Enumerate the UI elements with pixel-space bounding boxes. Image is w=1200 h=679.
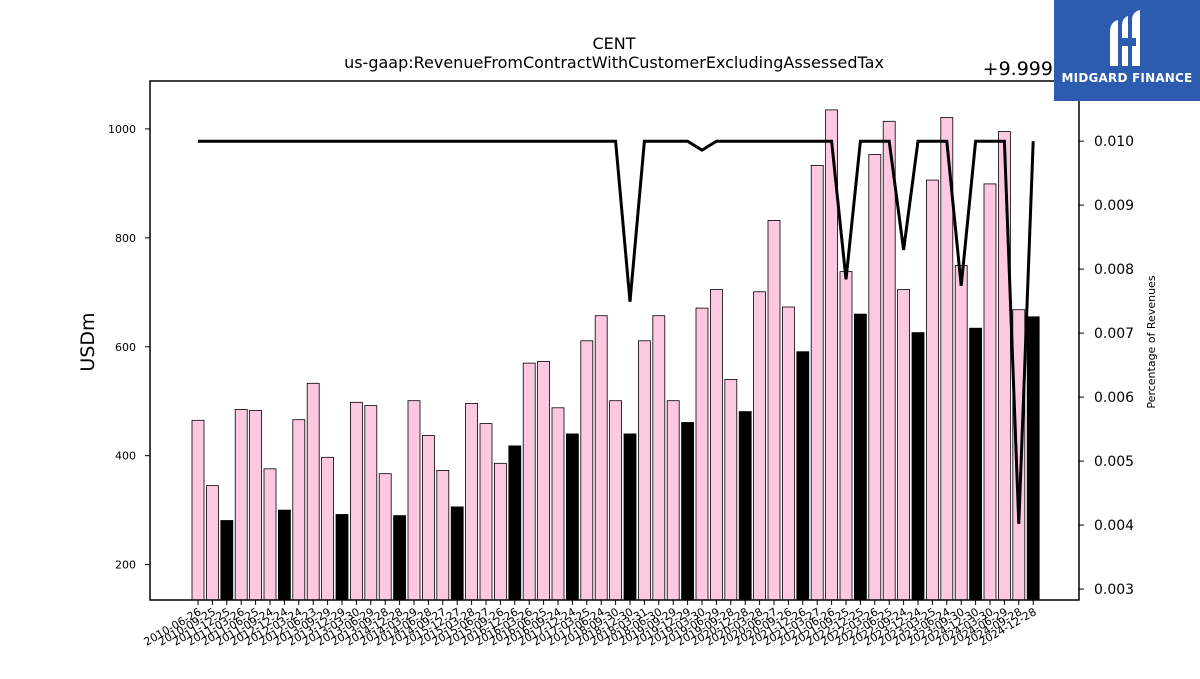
annual-bar (854, 313, 867, 601)
quarter-bar (753, 291, 766, 601)
quarter-bar (810, 164, 824, 601)
y2-tick-label: 0.004 (1094, 518, 1134, 534)
annual-bar (277, 509, 291, 601)
quarter-bar (695, 307, 709, 601)
quarter-bar (537, 361, 550, 601)
quarter-bar (710, 289, 723, 601)
annual-bar (623, 433, 637, 601)
quarter-bar (263, 468, 277, 601)
y-tick-label: 800 (115, 232, 136, 245)
left-axis: 200 400 600 800 1000 (108, 123, 150, 572)
quarter-bar (321, 456, 335, 601)
chart-subtitle: us-gaap:RevenueFromContractWithCustomerE… (344, 53, 884, 72)
quarter-bar (479, 423, 493, 601)
y-tick-label: 400 (115, 450, 136, 463)
y2-tick-label: 0.010 (1094, 134, 1134, 150)
quarter-bar (666, 400, 680, 601)
quarter-bar (465, 402, 479, 601)
ratio-line (198, 139, 1035, 524)
y-axis-label: USDm (77, 312, 99, 371)
ratio-line-group (198, 139, 1035, 524)
quarter-bar (421, 435, 435, 601)
y-tick-label: 600 (115, 341, 136, 354)
quarter-bar (926, 179, 939, 601)
annual-bar (450, 506, 464, 601)
annual-bar (508, 445, 522, 601)
brand-name: MIDGARD FINANCE (1061, 71, 1193, 85)
quarter-bar (652, 315, 666, 601)
quarter-bar (349, 401, 363, 601)
annual-bar (969, 327, 982, 601)
annual-bar (796, 351, 810, 601)
y2-tick-label: 0.008 (1094, 262, 1134, 278)
annual-bar (393, 515, 407, 601)
quarter-bar (983, 183, 997, 601)
y2-offset-label: +9.999 (983, 58, 1053, 80)
quarter-bar (767, 219, 781, 601)
quarter-bar (249, 410, 263, 601)
quarter-bar (378, 473, 392, 601)
quarter-bar (839, 271, 853, 601)
quarter-bar (436, 469, 450, 601)
quarter-bar (407, 400, 421, 601)
quarter-bar (306, 382, 320, 601)
quarter-bar (882, 120, 896, 601)
right-axis: 0.003 0.004 0.005 0.006 0.007 0.008 0.009 0.010 (1079, 134, 1134, 598)
quarter-bar (292, 419, 306, 601)
y2-axis-label: Percentage of Revenues (1145, 275, 1158, 408)
quarter-bar (205, 485, 219, 601)
quarter-bar (638, 340, 651, 601)
quarter-bar (234, 408, 248, 601)
x-axis: 2010-06-262010-09-252011-12-252011-03-26… (142, 600, 1039, 649)
quarter-bar (594, 315, 608, 601)
midgard-logo-icon (1110, 10, 1140, 66)
y-tick-label: 200 (115, 559, 136, 572)
quarter-bar (998, 131, 1011, 601)
annual-bar (1026, 316, 1040, 601)
quarter-bar (1012, 309, 1026, 601)
y2-tick-label: 0.006 (1094, 390, 1134, 406)
y2-tick-label: 0.003 (1094, 582, 1134, 598)
annual-bar (566, 433, 579, 601)
quarter-bar (868, 154, 882, 601)
quarter-bar (580, 340, 594, 601)
quarter-bar (954, 265, 968, 601)
quarter-bar (493, 462, 507, 601)
y2-tick-label: 0.009 (1094, 198, 1134, 214)
quarter-bar (364, 405, 378, 601)
brand-logo: MIDGARD FINANCE (1054, 0, 1200, 101)
quarter-bar (522, 362, 536, 601)
annual-bar (681, 422, 694, 601)
chart-title: CENT (592, 34, 635, 53)
quarter-bar (609, 400, 622, 601)
quarter-bar (191, 419, 205, 601)
annual-bar (911, 332, 925, 601)
quarter-bar (551, 407, 565, 601)
quarter-bar (897, 289, 910, 601)
y-tick-label: 1000 (108, 123, 136, 136)
annual-bar (738, 411, 752, 601)
quarter-bar (782, 306, 795, 601)
annual-bar (335, 514, 349, 601)
annual-bar (220, 520, 234, 601)
quarter-bar (724, 378, 738, 601)
y2-tick-label: 0.005 (1094, 454, 1134, 470)
y2-tick-label: 0.007 (1094, 326, 1134, 342)
plot-frame (149, 80, 1080, 601)
